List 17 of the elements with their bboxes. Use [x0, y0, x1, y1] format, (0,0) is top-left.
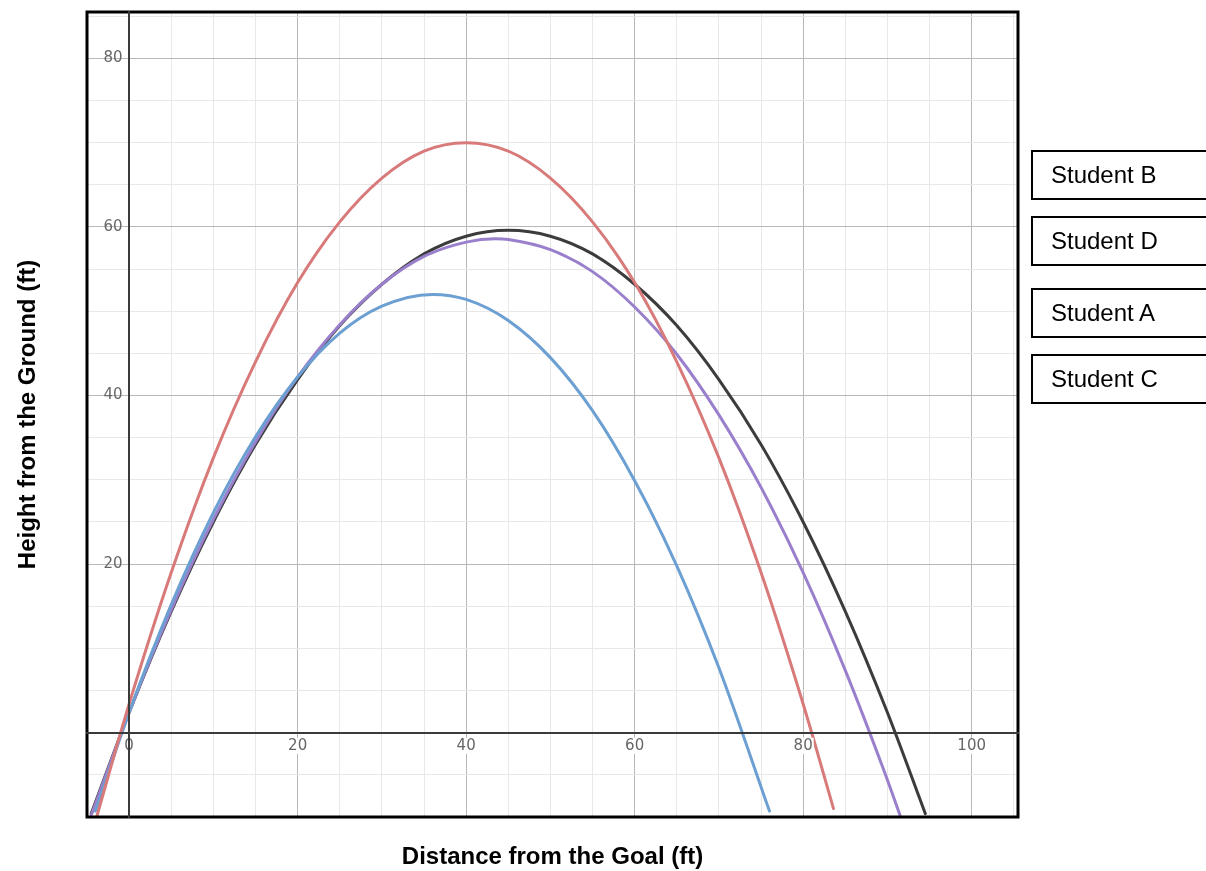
text: Student A: [1031, 288, 1206, 338]
x-tick-label: 20: [288, 736, 308, 755]
y-tick-label: 20: [103, 554, 123, 573]
y-tick-label: 40: [103, 385, 123, 404]
line-series: [93, 292, 771, 813]
line-series: [95, 141, 835, 817]
y-axis-title: Height from the Ground (ft): [12, 259, 40, 570]
x-tick-label: 40: [456, 736, 476, 755]
y-tick-label: 80: [103, 48, 123, 67]
x-tick-label: 60: [625, 736, 645, 755]
text: Student B: [1031, 150, 1206, 200]
x-tick-label: 100: [957, 736, 986, 755]
x-tick-label: 80: [793, 736, 813, 755]
y-tick-label: 60: [103, 216, 123, 235]
x-axis-title: Distance from the Goal (ft): [401, 841, 704, 869]
text: Student D: [1031, 216, 1206, 266]
text: Student C: [1031, 354, 1206, 404]
